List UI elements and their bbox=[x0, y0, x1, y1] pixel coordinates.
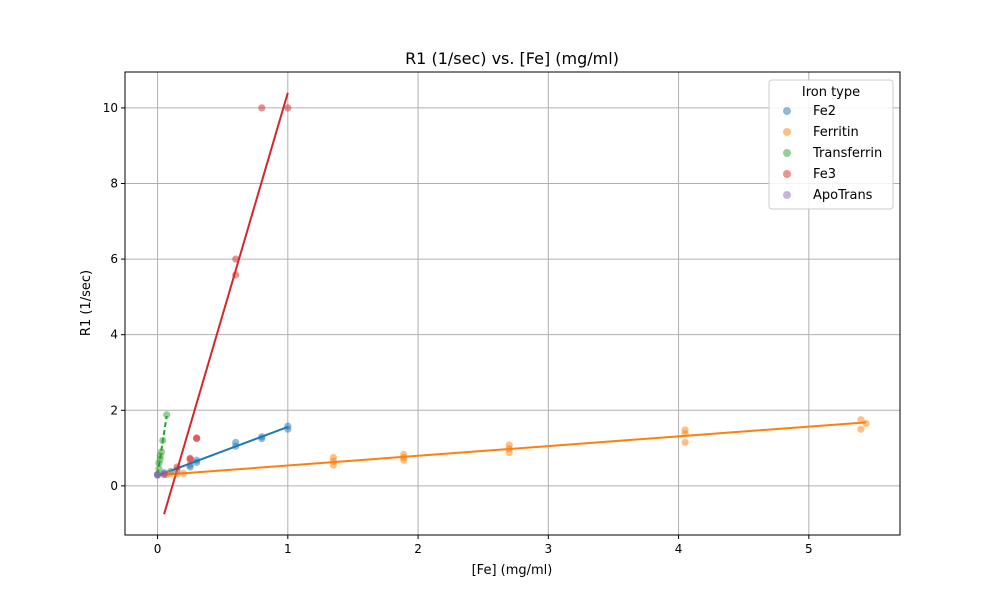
chart-title: R1 (1/sec) vs. [Fe] (mg/ml) bbox=[405, 49, 619, 68]
point-fe2 bbox=[193, 456, 201, 464]
x-axis-label: [Fe] (mg/ml) bbox=[472, 563, 553, 578]
point-transferrin bbox=[163, 411, 171, 419]
point-fe3 bbox=[186, 454, 194, 462]
point-ferritin bbox=[681, 438, 689, 446]
point-fe3 bbox=[232, 255, 240, 263]
legend-marker-apotrans bbox=[783, 191, 791, 199]
legend-label-fe3: Fe3 bbox=[813, 167, 836, 182]
point-ferritin bbox=[505, 441, 513, 449]
fit-line-ferritin bbox=[166, 421, 867, 476]
point-fe3 bbox=[173, 463, 181, 471]
point-ferritin bbox=[166, 470, 175, 478]
point-fe3 bbox=[232, 271, 240, 279]
point-transferrin bbox=[159, 436, 167, 445]
x-tick-label: 4 bbox=[675, 542, 683, 556]
plot-frame bbox=[124, 71, 901, 536]
legend-items: Fe2 Ferritin Transferrin Fe3 ApoTrans bbox=[783, 104, 882, 203]
x-tick-label: 2 bbox=[414, 542, 422, 556]
y-tick-label: 6 bbox=[110, 252, 118, 266]
legend: Iron type Fe2 Ferritin Transferrin Fe3 ApoTr… bbox=[768, 79, 894, 210]
axis-ticks: 0 1 2 3 4 5 0 2 4 6 8 10 bbox=[103, 101, 813, 556]
point-ferritin bbox=[681, 426, 689, 434]
point-fe2 bbox=[186, 461, 194, 469]
x-tick-label: 5 bbox=[805, 542, 813, 556]
point-fe2 bbox=[232, 438, 240, 446]
point-ferritin bbox=[400, 450, 408, 459]
point-ferritin bbox=[173, 470, 181, 478]
legend-label-fe2: Fe2 bbox=[813, 104, 836, 119]
point-apotrans bbox=[153, 470, 162, 479]
point-ferritin bbox=[862, 419, 870, 428]
point-fe3 bbox=[193, 434, 201, 442]
x-tick-label: 3 bbox=[544, 542, 552, 556]
point-apotrans bbox=[160, 470, 168, 478]
point-transferrin bbox=[157, 448, 166, 456]
point-fe3 bbox=[258, 104, 266, 112]
legend-title: Iron type bbox=[802, 85, 860, 100]
legend-label-transferrin: Transferrin bbox=[812, 146, 882, 161]
legend-marker-fe2 bbox=[783, 107, 791, 115]
point-ferritin bbox=[857, 416, 865, 424]
y-tick-label: 4 bbox=[110, 328, 118, 342]
point-ferritin bbox=[180, 469, 188, 477]
legend-box bbox=[768, 79, 894, 210]
point-ferritin bbox=[329, 453, 338, 462]
legend-marker-transferrin bbox=[783, 149, 791, 157]
point-fe2 bbox=[284, 422, 292, 430]
point-fe2 bbox=[258, 433, 266, 441]
legend-label-ferritin: Ferritin bbox=[813, 125, 859, 140]
y-axis-label: R1 (1/sec) bbox=[79, 270, 94, 336]
legend-marker-fe3 bbox=[783, 170, 791, 178]
y-tick-label: 10 bbox=[103, 101, 118, 115]
point-ferritin bbox=[857, 425, 865, 433]
y-tick-label: 0 bbox=[110, 479, 118, 493]
legend-label-apotrans: ApoTrans bbox=[813, 188, 873, 203]
point-fe3 bbox=[284, 104, 292, 112]
y-tick-label: 2 bbox=[110, 403, 118, 417]
fit-lines bbox=[156, 92, 867, 515]
point-transferrin bbox=[155, 465, 163, 473]
data-points bbox=[153, 104, 870, 479]
y-tick-label: 8 bbox=[110, 176, 118, 190]
x-tick-label: 1 bbox=[284, 542, 292, 556]
fit-line-fe3 bbox=[163, 92, 289, 515]
x-tick-label: 0 bbox=[154, 542, 162, 556]
legend-marker-ferritin bbox=[783, 128, 791, 136]
